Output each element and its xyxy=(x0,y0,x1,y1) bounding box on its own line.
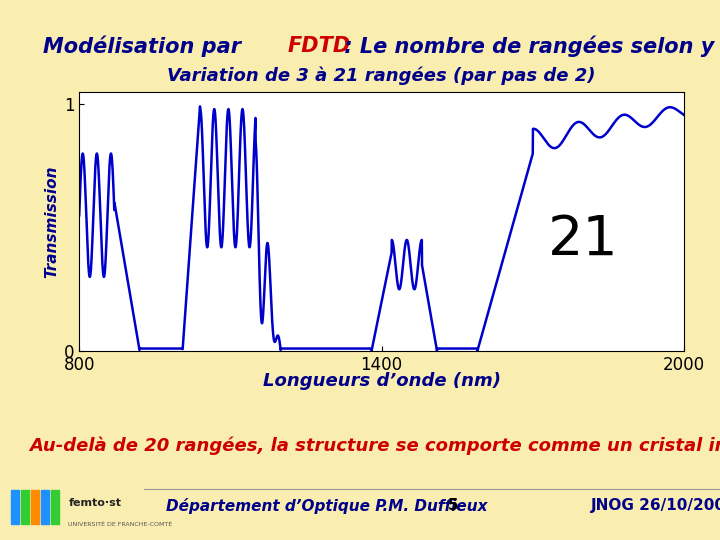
Text: JNOG 26/10/2004: JNOG 26/10/2004 xyxy=(590,498,720,514)
Text: Longueurs d’onde (nm): Longueurs d’onde (nm) xyxy=(263,372,500,390)
Y-axis label: Transmission: Transmission xyxy=(45,165,60,278)
Text: UNIVERSITÉ DE FRANCHE-COMTÉ: UNIVERSITÉ DE FRANCHE-COMTÉ xyxy=(68,522,173,527)
Text: femto·st: femto·st xyxy=(68,498,122,508)
Bar xyxy=(41,490,49,524)
Text: 21: 21 xyxy=(548,213,618,267)
Text: 5: 5 xyxy=(449,498,459,514)
Bar xyxy=(11,490,19,524)
Bar xyxy=(21,490,29,524)
Title: Variation de 3 à 21 rangées (par pas de 2): Variation de 3 à 21 rangées (par pas de … xyxy=(167,66,596,85)
Bar xyxy=(31,490,39,524)
Text: Au-delà de 20 rangées, la structure se comporte comme un cristal infini.: Au-delà de 20 rangées, la structure se c… xyxy=(29,436,720,455)
Text: Modélisation par: Modélisation par xyxy=(43,35,248,57)
Text: : Le nombre de rangées selon y: : Le nombre de rangées selon y xyxy=(337,35,714,57)
Bar xyxy=(51,490,59,524)
Text: Département d’Optique P.M. Duffieux: Département d’Optique P.M. Duffieux xyxy=(166,498,487,514)
Text: FDTD: FDTD xyxy=(288,36,351,56)
